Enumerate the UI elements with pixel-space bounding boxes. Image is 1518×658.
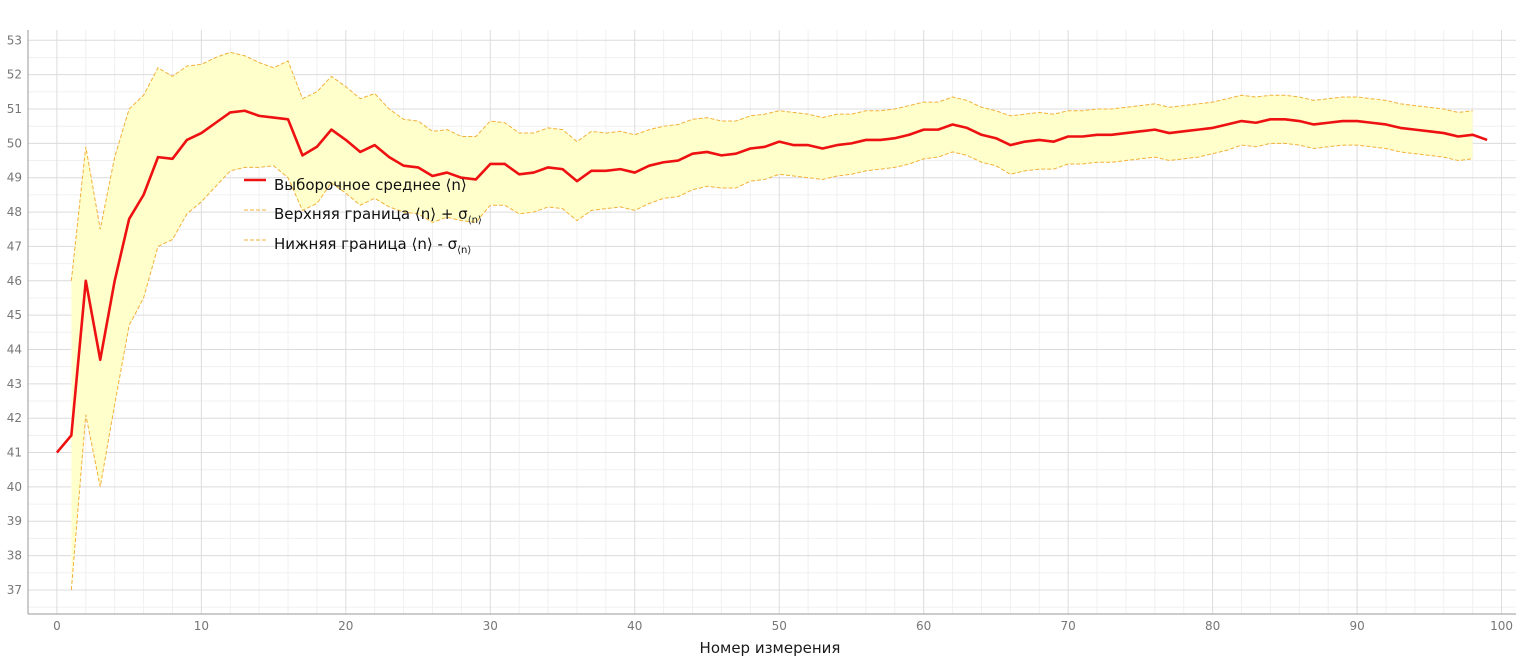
legend-sub-lower: ⟨n⟩ [457, 245, 471, 256]
x-tick-label: 20 [338, 619, 353, 633]
x-axis-label: Номер измерения [700, 639, 841, 657]
y-tick-label: 42 [7, 411, 22, 425]
y-tick-label: 51 [7, 102, 22, 116]
y-tick-label: 43 [7, 377, 22, 391]
y-tick-label: 50 [7, 136, 22, 150]
y-tick-label: 52 [7, 68, 22, 82]
x-tick-label: 100 [1490, 619, 1513, 633]
legend-label-lower: Нижняя граница ⟨n⟩ - σ [274, 235, 458, 253]
x-tick-label: 80 [1205, 619, 1220, 633]
y-tick-label: 45 [7, 308, 22, 322]
y-tick-label: 40 [7, 480, 22, 494]
x-tick-label: 30 [483, 619, 498, 633]
legend-item-upper: Верхняя граница ⟨n⟩ + σ⟨n⟩ [244, 205, 482, 226]
series-line-lower [70, 142, 1473, 590]
y-tick-label: 46 [7, 274, 22, 288]
legend: Выборочное среднее ⟨n⟩ Верхняя граница ⟨… [244, 176, 482, 256]
svg-text:Нижняя граница ⟨n⟩ - σ⟨n⟩: Нижняя граница ⟨n⟩ - σ⟨n⟩ [274, 235, 471, 256]
legend-item-mean: Выборочное среднее ⟨n⟩ [244, 176, 467, 194]
series-lines [55, 51, 1488, 590]
axes [27, 30, 1516, 615]
y-tick-label: 48 [7, 205, 22, 219]
x-tick-label: 10 [194, 619, 209, 633]
y-tick-label: 39 [7, 514, 22, 528]
y-tick-label: 41 [7, 446, 22, 460]
x-tick-label: 40 [627, 619, 642, 633]
y-tick-label: 49 [7, 171, 22, 185]
series-line-upper [70, 51, 1473, 281]
legend-label-upper: Верхняя граница ⟨n⟩ + σ [274, 205, 468, 223]
svg-text:Верхняя граница ⟨n⟩ + σ⟨n⟩: Верхняя граница ⟨n⟩ + σ⟨n⟩ [274, 205, 482, 226]
svg-text:Выборочное среднее ⟨n⟩: Выборочное среднее ⟨n⟩ [274, 176, 467, 194]
x-tick-label: 60 [916, 619, 931, 633]
legend-label-mean: Выборочное среднее ⟨n⟩ [274, 176, 467, 194]
series-line-mean [55, 109, 1488, 454]
legend-sub-upper: ⟨n⟩ [468, 215, 482, 226]
x-tick-label: 0 [53, 619, 61, 633]
band-fill [71, 52, 1473, 590]
y-tick-label: 37 [7, 583, 22, 597]
tick-labels: 0 10 20 30 40 50 60 70 80 90 100 37 38 39 40 41 42 43 44 45… [7, 33, 1513, 633]
y-tick-label: 38 [7, 549, 22, 563]
x-tick-label: 50 [772, 619, 787, 633]
x-tick-label: 90 [1349, 619, 1364, 633]
x-tick-label: 70 [1061, 619, 1076, 633]
legend-item-lower: Нижняя граница ⟨n⟩ - σ⟨n⟩ [244, 235, 471, 256]
y-tick-label: 47 [7, 239, 22, 253]
y-tick-label: 44 [7, 342, 22, 356]
y-tick-label: 53 [7, 33, 22, 47]
std-band [71, 52, 1473, 590]
